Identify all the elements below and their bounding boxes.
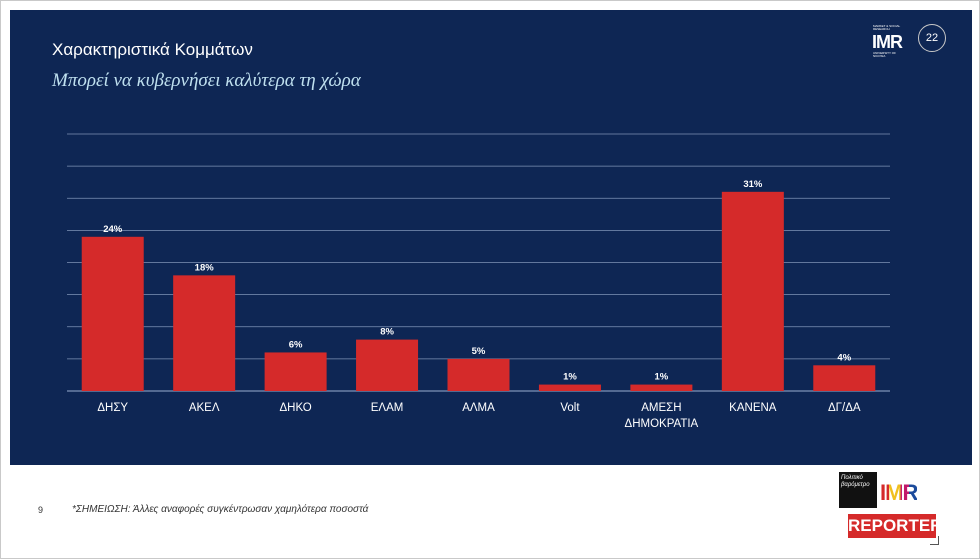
page-number: 9 xyxy=(38,505,44,515)
category-label-8: ΔΓ/ΔΑ xyxy=(828,402,861,414)
bar-chart: 24% 18% 6% 8% 5% 1% 1% 31% 4% ΔΗΣΥ ΑΚΕΛ ΔΗΚΟ ΕΛΑΜ ΑΛ… xyxy=(67,133,890,430)
imr-brand-bottom: IMR xyxy=(880,480,918,505)
data-label-0: 24% xyxy=(103,224,123,235)
bar-7 xyxy=(721,191,784,391)
data-label-6: 1% xyxy=(655,372,669,383)
reporter-label: REPORTER xyxy=(848,514,942,538)
bar-1 xyxy=(173,275,236,391)
data-label-8: 4% xyxy=(837,352,851,363)
imr-brand-text: IMR xyxy=(872,32,903,52)
imr-reporter-logo: Πολιτικό βαρόμετρο IMR REPORTER xyxy=(838,470,942,545)
bar-2 xyxy=(264,352,327,391)
bar-5 xyxy=(538,384,601,391)
category-label-1: ΑΚΕΛ xyxy=(189,402,220,414)
category-labels: ΔΗΣΥ ΑΚΕΛ ΔΗΚΟ ΕΛΑΜ ΑΛΜΑ Volt ΑΜΕΣΗ ΔΗΜΟΚΡΑΤΙΑ Κ… xyxy=(97,402,861,430)
data-label-7: 31% xyxy=(743,179,763,190)
category-label-6-1: ΔΗΜΟΚΡΑΤΙΑ xyxy=(625,418,699,430)
category-label-4: ΑΛΜΑ xyxy=(462,402,495,414)
bar-0 xyxy=(81,236,144,391)
imr-tagline-top: MARKET & SOCIAL RESEARCH xyxy=(873,24,901,31)
imr-tagline-bottom: UNIVERSITY OF NICOSIA xyxy=(873,51,896,58)
data-label-5: 1% xyxy=(563,372,577,383)
corner-mark xyxy=(930,536,939,545)
category-label-0: ΔΗΣΥ xyxy=(97,402,128,414)
category-label-3: ΕΛΑΜ xyxy=(371,402,404,414)
footnote: *ΣΗΜΕΙΩΣΗ: Άλλες αναφορές συγκέντρωσαν χ… xyxy=(72,504,369,515)
bar-8 xyxy=(813,365,876,391)
bar-6 xyxy=(630,384,693,391)
data-label-1: 18% xyxy=(195,262,215,273)
imr-logo-top: MARKET & SOCIAL RESEARCH IMR UNIVERSITY … xyxy=(872,22,946,62)
category-label-6-0: ΑΜΕΣΗ xyxy=(641,402,681,414)
data-labels: 24% 18% 6% 8% 5% 1% 1% 31% 4% xyxy=(103,179,851,383)
chart-title: Χαρακτηριστικά Κομμάτων xyxy=(52,40,253,59)
data-label-4: 5% xyxy=(472,346,486,357)
bars xyxy=(81,191,876,391)
anniversary-badge: 22 xyxy=(918,24,946,52)
category-label-5: Volt xyxy=(560,402,580,414)
category-label-2: ΔΗΚΟ xyxy=(279,402,311,414)
data-label-2: 6% xyxy=(289,339,303,350)
chart-subtitle: Μπορεί να κυβερνήσει καλύτερα τη χώρα xyxy=(52,70,361,91)
bar-4 xyxy=(447,358,510,391)
bar-3 xyxy=(356,339,419,391)
category-label-7: ΚΑΝΕΝΑ xyxy=(729,402,777,414)
data-label-3: 8% xyxy=(380,327,394,338)
political-barometer-box: Πολιτικό βαρόμετρο xyxy=(839,472,877,508)
